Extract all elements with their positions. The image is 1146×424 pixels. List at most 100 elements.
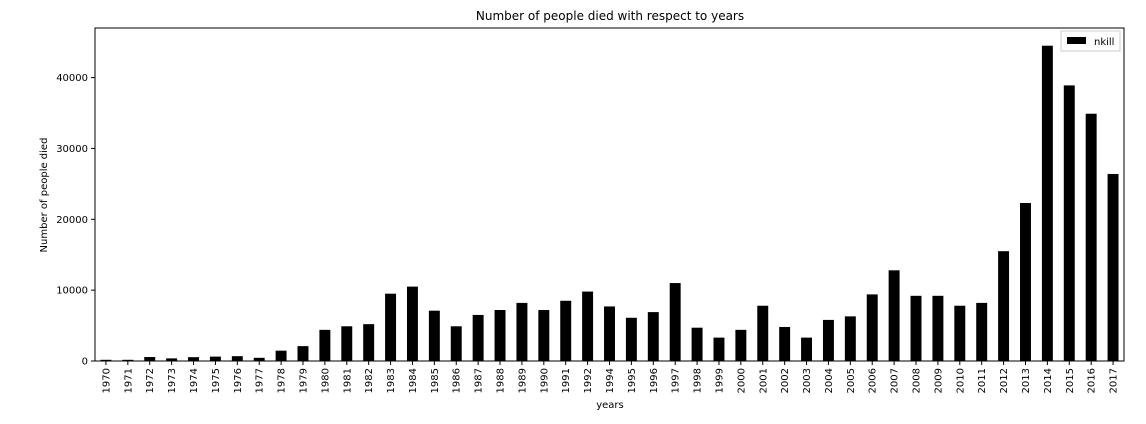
bar-2009 [932,295,944,361]
x-tick-label-1989: 1989 [517,368,528,393]
x-tick-label-1977: 1977 [255,368,266,393]
bar-2013 [1020,203,1031,361]
x-tick-label-1973: 1973 [167,368,178,393]
bar-1999 [713,337,725,361]
x-tick-label-2006: 2006 [868,368,879,393]
bar-2015 [1063,85,1075,361]
legend-box [1060,30,1121,52]
x-tick-label-1987: 1987 [474,368,485,393]
x-tick-label-1986: 1986 [452,368,463,393]
bar-1991 [560,300,572,361]
legend-swatch [1067,37,1086,44]
bar-1974 [188,357,199,361]
bar-2002 [779,326,791,361]
bar-1984 [406,286,418,361]
bar-1978 [275,350,287,361]
x-tick-label-2015: 2015 [1065,368,1076,393]
x-tick-label-1988: 1988 [496,368,507,393]
bar-2005 [844,316,856,361]
x-tick-label-1995: 1995 [627,368,638,393]
bar-2004 [822,319,834,361]
bar-1980 [319,329,331,361]
x-axis-title: years [596,400,624,411]
bar-1973 [166,358,178,361]
x-tick-label-1980: 1980 [320,368,331,393]
bar-2016 [1085,113,1097,361]
y-tick-label-40000: 40000 [56,73,88,84]
bar-1996 [647,312,659,361]
x-tick-label-2007: 2007 [890,368,901,393]
bar-2008 [910,295,922,361]
bar-2014 [1041,45,1053,362]
bar-2010 [954,305,966,361]
bar-1970 [100,359,112,361]
bar-1979 [297,346,309,361]
bar-1990 [538,309,550,361]
y-tick-label-0: 0 [82,357,88,368]
bar-1987 [472,314,484,361]
bar-1975 [209,356,221,361]
bar-1982 [363,324,375,361]
bar-1992 [582,291,594,361]
x-tick-label-1975: 1975 [211,368,222,393]
x-tick-label-2009: 2009 [933,368,944,393]
bar-1983 [385,293,397,361]
legend-label: nkill [1094,37,1114,48]
x-tick-label-1972: 1972 [145,368,156,393]
bar-1994 [604,306,615,361]
y-tick-label-30000: 30000 [56,144,88,155]
x-tick-label-2008: 2008 [912,368,923,393]
bar-2001 [757,305,769,361]
y-tick-label-20000: 20000 [56,215,88,226]
x-tick-label-1990: 1990 [539,368,550,393]
x-tick-label-1984: 1984 [408,368,419,393]
x-tick-label-1999: 1999 [714,368,725,393]
y-axis-title: Number of people died [39,138,50,253]
x-tick-label-1976: 1976 [233,368,244,393]
x-tick-label-2000: 2000 [736,368,747,393]
chart-title: Number of people died with respect to ye… [476,9,744,23]
bar-2007 [888,270,900,361]
legend: nkill [1060,30,1121,52]
bar-1981 [341,326,353,361]
bar-1986 [450,326,462,361]
bar-2012 [998,251,1010,361]
bar-2006 [866,294,878,361]
bar-1971 [122,359,134,361]
x-tick-label-1974: 1974 [189,368,200,393]
x-tick-label-2017: 2017 [1109,368,1120,393]
bar-2003 [801,337,813,361]
bar-1977 [253,357,265,361]
x-tick-label-2010: 2010 [955,368,966,393]
plot-area: 0 10000 20000 30000 40000 1970 1971 1972 1973 197… [56,27,1125,393]
y-tick-label-10000: 10000 [56,286,88,297]
x-tick-label-2013: 2013 [1021,368,1032,393]
x-tick-label-2001: 2001 [758,368,769,393]
x-tick-label-1983: 1983 [386,368,397,393]
bar-2000 [735,329,747,361]
x-tick-label-1982: 1982 [364,368,375,393]
x-tick-label-2011: 2011 [977,368,988,393]
bar-1989 [516,302,528,361]
bar-2011 [976,302,988,361]
bar-1985 [428,310,440,361]
x-tick-label-1998: 1998 [693,368,704,393]
x-tick-label-1985: 1985 [430,368,441,393]
x-tick-label-1970: 1970 [101,368,112,393]
bar-1997 [669,283,681,361]
bar-1998 [691,327,703,361]
x-tick-label-2014: 2014 [1043,368,1054,393]
x-tick-label-2012: 2012 [999,368,1010,393]
x-tick-label-2003: 2003 [802,368,813,393]
x-tick-label-2002: 2002 [780,368,791,393]
x-tick-label-1971: 1971 [123,368,134,393]
bar-1976 [231,356,243,361]
x-tick-label-1979: 1979 [298,368,309,393]
bar-1995 [625,317,637,361]
bar-2017 [1107,173,1119,361]
x-tick-label-2016: 2016 [1087,368,1098,393]
x-tick-label-1992: 1992 [583,368,594,393]
x-tick-label-2005: 2005 [846,368,857,393]
